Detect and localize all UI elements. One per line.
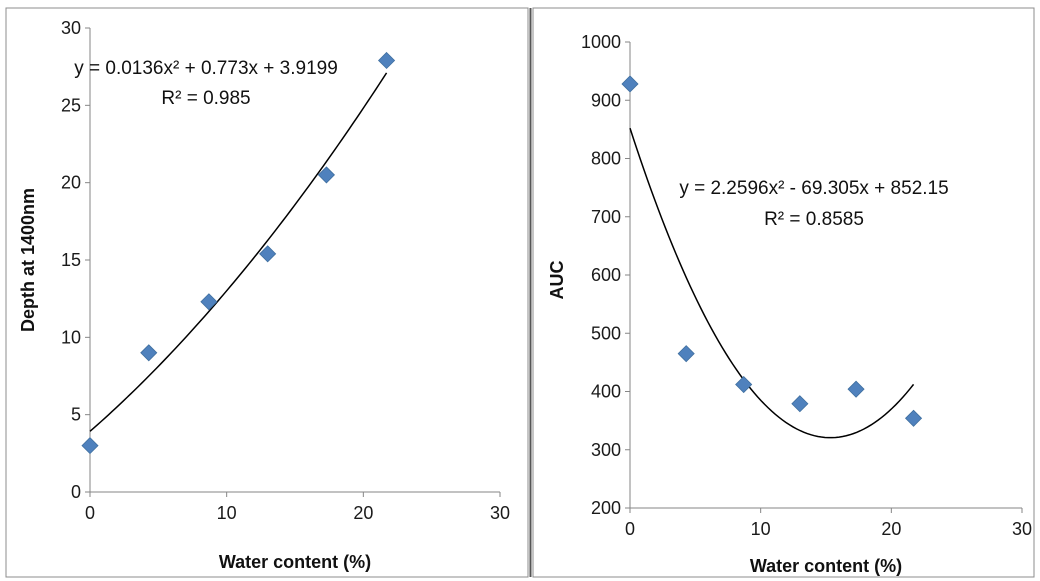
left-data-point: [378, 51, 396, 70]
left-trendline-equation: y = 0.0136x² + 0.773x + 3.9199: [74, 58, 338, 79]
left-x-tick-label: 0: [85, 503, 95, 523]
right-x-tick-label: 30: [1012, 519, 1032, 539]
left-x-tick-label: 20: [353, 503, 373, 523]
left-data-point: [200, 293, 218, 311]
right-y-tick-label: 400: [591, 382, 621, 402]
right-x-tick-label: 20: [881, 519, 901, 539]
right-data-point: [735, 375, 753, 394]
left-x-tick-label: 30: [490, 503, 510, 523]
left-data-point: [81, 437, 99, 455]
left-y-tick-label: 5: [71, 405, 81, 425]
right-chart-frame: [532, 7, 1035, 578]
right-x-tick-label: 10: [751, 519, 771, 539]
right-x-axis-title: Water content (%): [750, 556, 902, 576]
left-y-tick-label: 25: [61, 95, 81, 115]
left-y-tick-label: 30: [61, 18, 81, 38]
right-y-tick-label: 900: [591, 90, 621, 110]
left-y-tick-label: 10: [61, 327, 81, 347]
left-y-tick-label: 15: [61, 250, 81, 270]
left-x-axis-title: Water content (%): [219, 552, 371, 572]
left-data-point: [259, 245, 277, 263]
right-y-tick-label: 500: [591, 323, 621, 343]
left-r-squared: R² = 0.985: [161, 88, 250, 109]
left-y-axis-title: Depth at 1400nm: [18, 188, 38, 332]
right-chart: 200 300 400 500 600 700 800 900 1000 0 10 20 30 y = 2…: [547, 32, 1032, 576]
right-trendline: [629, 127, 915, 439]
left-y-tick-label: 20: [61, 173, 81, 193]
right-y-tick-label: 800: [591, 149, 621, 169]
left-data-point: [317, 166, 335, 184]
right-r-squared: R² = 0.8585: [764, 209, 864, 230]
right-y-tick-label: 700: [591, 207, 621, 227]
left-y-tick-label: 0: [71, 482, 81, 502]
left-data-point: [140, 344, 158, 362]
right-data-point: [621, 75, 639, 93]
right-y-axis-title: AUC: [547, 261, 567, 300]
right-y-tick-label: 600: [591, 265, 621, 285]
right-data-point: [791, 395, 809, 413]
right-y-tick-label: 1000: [581, 32, 621, 52]
right-data-point: [677, 345, 695, 363]
right-y-tick-label: 200: [591, 498, 621, 518]
right-data-point: [847, 380, 865, 398]
right-data-point: [904, 409, 923, 427]
right-trendline-equation: y = 2.2596x² - 69.305x + 852.15: [679, 178, 948, 199]
left-trendline: [89, 72, 388, 432]
left-chart: 0 5 10 15 20 25 30 0 10 20 30 y = 0.0136x² + 0.773x…: [18, 18, 510, 572]
left-chart-frame: [5, 7, 529, 578]
right-x-tick-label: 0: [625, 519, 635, 539]
left-x-tick-label: 10: [217, 503, 237, 523]
right-y-tick-label: 300: [591, 440, 621, 460]
